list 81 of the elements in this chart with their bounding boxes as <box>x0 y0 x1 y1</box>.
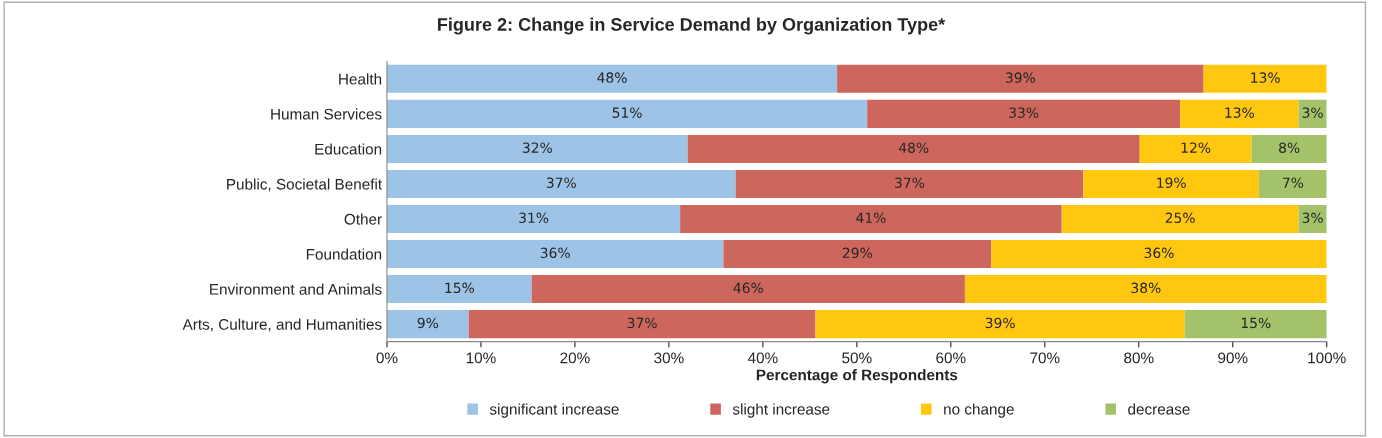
x-axis-title: Percentage of Respondents <box>756 369 958 384</box>
bar <box>1203 64 1327 93</box>
y-tick-label: Health <box>339 73 382 85</box>
data-label: 33% <box>1009 107 1039 118</box>
y-tick-label: Other <box>344 213 382 225</box>
bar <box>1180 99 1299 128</box>
bar <box>687 134 1140 163</box>
bar <box>468 310 816 339</box>
bar <box>867 99 1181 128</box>
bar <box>1083 169 1260 198</box>
data-label: 37% <box>895 177 925 188</box>
bar <box>1259 169 1327 198</box>
data-label: 19% <box>1157 177 1186 188</box>
data-label: 39% <box>1005 72 1036 83</box>
bar <box>386 204 681 234</box>
bar <box>386 310 469 339</box>
x-tick-label: 50% <box>842 352 872 364</box>
bar <box>991 240 1327 269</box>
data-label: 41% <box>856 212 886 224</box>
bar <box>723 240 992 269</box>
data-label: 36% <box>540 247 570 259</box>
bar <box>735 169 1084 198</box>
bar <box>680 204 1062 234</box>
y-tick-label: Foundation <box>306 248 382 260</box>
data-label: 25% <box>1165 212 1195 224</box>
data-label: 31% <box>519 212 549 224</box>
data-label: 7% <box>1283 177 1304 188</box>
x-tick-label: 60% <box>936 352 966 364</box>
x-tick-label: 0% <box>376 352 398 364</box>
data-label: 37% <box>546 177 576 188</box>
bar <box>1184 310 1327 339</box>
x-tick-label: 10% <box>466 352 496 364</box>
data-label: 29% <box>842 247 872 259</box>
x-tick-label: 100% <box>1308 352 1346 364</box>
bar <box>386 240 724 269</box>
x-tick-label: 90% <box>1218 352 1248 364</box>
data-label: 3% <box>1302 212 1323 224</box>
data-label: 37% <box>627 317 657 329</box>
data-label: 39% <box>985 317 1015 329</box>
data-label: 12% <box>1181 142 1211 153</box>
data-label: 36% <box>1144 247 1174 259</box>
legend-label: decrease <box>1128 403 1190 415</box>
chart-title: Figure 2: Change in Service Demand by Organization Type* <box>438 17 946 35</box>
bar <box>386 134 688 163</box>
bar <box>386 169 736 198</box>
x-tick-label: 80% <box>1124 352 1154 364</box>
data-label: 13% <box>1225 107 1254 118</box>
bar <box>815 310 1185 339</box>
y-tick-label: Environment and Animals <box>210 283 382 295</box>
data-label: 15% <box>1241 317 1271 329</box>
y-tick-label: Education <box>315 143 382 155</box>
bar <box>964 275 1327 304</box>
data-label: 38% <box>1131 282 1161 294</box>
legend-label: slight increase <box>732 403 830 418</box>
y-tick-label: Public, Societal Benefit <box>227 178 382 192</box>
x-tick-label: 70% <box>1030 352 1060 364</box>
data-label: 51% <box>612 107 642 118</box>
x-tick-label: 30% <box>654 352 684 364</box>
data-label: 9% <box>417 317 439 329</box>
data-label: 13% <box>1251 72 1280 83</box>
bar <box>386 275 532 304</box>
y-tick-label: Arts, Culture, and Humanities <box>182 318 382 332</box>
data-label: 46% <box>733 282 763 294</box>
data-label: 3% <box>1302 107 1323 118</box>
bar <box>1251 134 1327 163</box>
data-label: 48% <box>597 72 627 83</box>
data-label: 15% <box>445 282 474 294</box>
data-label: 8% <box>1279 142 1300 153</box>
x-tick-label: 40% <box>747 352 778 364</box>
data-label: 48% <box>898 142 929 153</box>
legend-label: significant increase <box>489 403 619 418</box>
bar <box>1061 204 1299 234</box>
legend-label: no change <box>944 403 1014 418</box>
bar <box>531 275 965 304</box>
bar <box>837 64 1204 93</box>
x-tick-label: 20% <box>560 352 590 364</box>
bar <box>386 99 868 128</box>
y-tick-label: Human Services <box>271 108 382 120</box>
bar <box>1139 134 1252 163</box>
data-label: 32% <box>522 142 552 153</box>
bar <box>386 64 838 93</box>
